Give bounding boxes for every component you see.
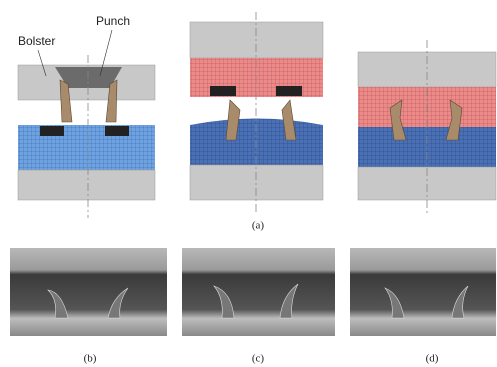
caption-b: (b) [84, 353, 97, 365]
caption-c: (c) [252, 353, 265, 365]
photo-d [350, 248, 496, 336]
bolster-label: Bolster [18, 34, 55, 48]
caption-d: (d) [426, 353, 439, 365]
caption-a: (a) [252, 220, 265, 232]
panel-final [358, 40, 496, 215]
panel-mid [190, 12, 323, 215]
punch-label: Punch [96, 14, 130, 28]
panel-initial: Bolster Punch [18, 14, 155, 218]
photo-c [182, 248, 335, 336]
figure: Bolster Punch (a) (b [0, 0, 497, 367]
photo-b [10, 248, 167, 336]
